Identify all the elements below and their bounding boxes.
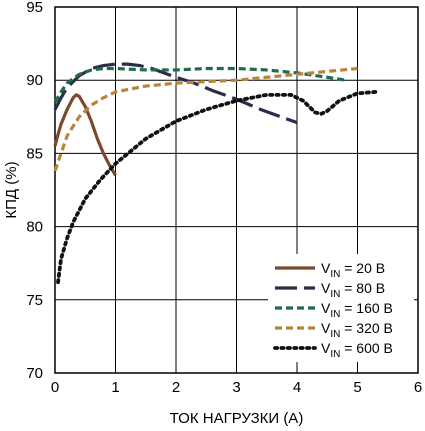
y-axis-label: КПД (%) bbox=[3, 161, 20, 218]
y-tick-label: 90 bbox=[26, 72, 43, 89]
legend-label-sub: IN bbox=[330, 349, 340, 360]
series-line-3 bbox=[53, 66, 358, 172]
y-tick-label: 75 bbox=[26, 292, 43, 309]
x-axis-label: ТОК НАГРУЗКИ (А) bbox=[170, 410, 304, 427]
series-line-4 bbox=[56, 90, 378, 285]
y-tick-label: 85 bbox=[26, 145, 43, 162]
x-tick-labels: 0 1 2 3 4 5 6 bbox=[51, 379, 422, 396]
x-tick-label: 4 bbox=[293, 379, 301, 396]
legend-label-main: V bbox=[321, 260, 331, 276]
legend-label-1: VIN = 80 В bbox=[321, 280, 385, 300]
legend-label-3: VIN = 320 В bbox=[321, 320, 393, 340]
legend-label-sub: IN bbox=[330, 329, 340, 340]
y-tick-labels: 70 75 80 85 90 95 bbox=[26, 0, 43, 382]
legend-label-main: V bbox=[321, 340, 331, 356]
x-tick-label: 6 bbox=[414, 379, 422, 396]
legend-label-rest: = 20 В bbox=[340, 260, 385, 276]
series-line-0 bbox=[53, 93, 117, 177]
legend-label-rest: = 160 В bbox=[340, 300, 393, 316]
x-tick-label: 3 bbox=[232, 379, 240, 396]
legend-label-rest: = 80 В bbox=[340, 280, 385, 296]
series-layer bbox=[53, 62, 378, 285]
y-tick-label: 80 bbox=[26, 219, 43, 236]
legend-label-main: V bbox=[321, 280, 331, 296]
legend-label-2: VIN = 160 В bbox=[321, 300, 393, 320]
legend-label-main: V bbox=[321, 320, 331, 336]
plot-frame bbox=[54, 6, 419, 374]
x-tick-label: 5 bbox=[353, 379, 361, 396]
legend-label-main: V bbox=[321, 300, 331, 316]
legend-label-rest: = 600 В bbox=[340, 340, 393, 356]
legend-label-0: VIN = 20 В bbox=[321, 260, 385, 280]
y-tick-label: 70 bbox=[26, 365, 43, 382]
legend-label-sub: IN bbox=[330, 289, 340, 300]
legend-label-rest: = 320 В bbox=[340, 320, 393, 336]
x-tick-label: 2 bbox=[172, 379, 180, 396]
legend-label-sub: IN bbox=[330, 309, 340, 320]
x-tick-label: 0 bbox=[51, 379, 59, 396]
series-line-2 bbox=[53, 66, 346, 103]
legend-label-4: VIN = 600 В bbox=[321, 340, 393, 360]
y-tick-label: 95 bbox=[26, 0, 43, 16]
legend-label-sub: IN bbox=[330, 269, 340, 280]
x-tick-label: 1 bbox=[111, 379, 119, 396]
